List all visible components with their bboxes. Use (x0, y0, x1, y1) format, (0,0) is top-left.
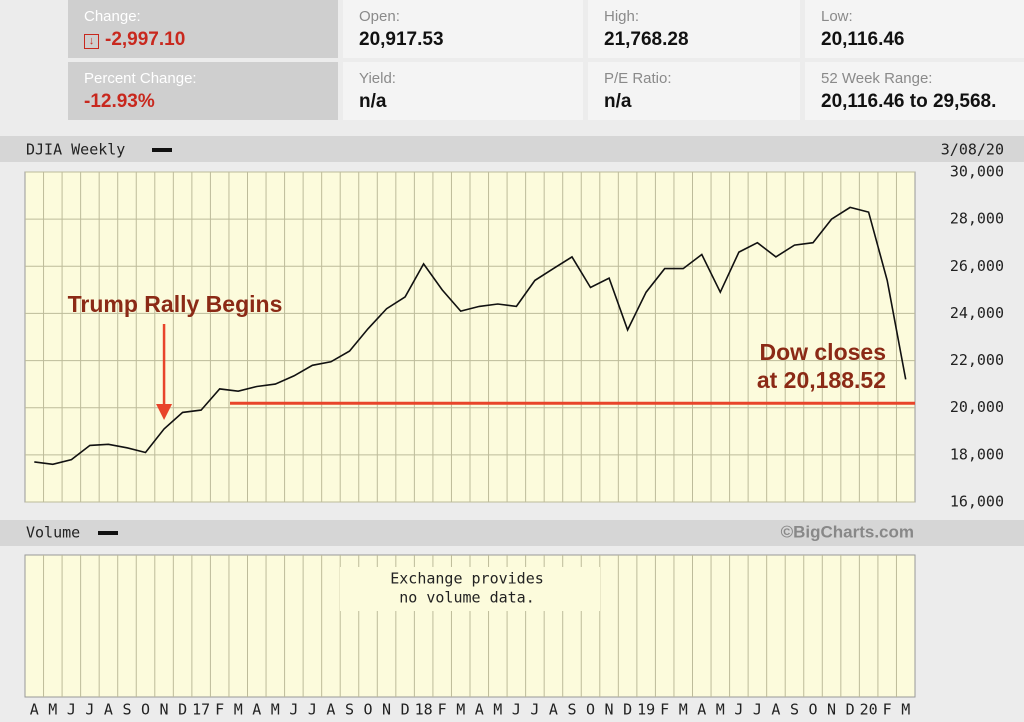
x-tick-label: S (790, 701, 799, 719)
x-tick-label: M (716, 701, 725, 719)
stat-cell: Low: 20,116.46 (805, 0, 1024, 58)
stat-value: ↓ -2,997.10 (84, 29, 338, 51)
x-tick-label: O (364, 701, 373, 719)
message-bg (340, 567, 600, 611)
x-tick-label: S (345, 701, 354, 719)
x-tick-label: A (104, 701, 113, 719)
x-tick-label: O (586, 701, 595, 719)
volume-bar (0, 520, 1024, 546)
x-tick-label: A (252, 701, 261, 719)
stat-cell: P/E Ratio: n/a (588, 62, 800, 120)
x-tick-label: J (734, 701, 743, 719)
stat-value: 20,116.46 (821, 29, 905, 50)
x-tick-label: F (215, 701, 224, 719)
stat-label: Low: (821, 8, 853, 25)
y-tick-label: 30,000 (950, 163, 1004, 181)
volume-title: Volume (26, 524, 80, 542)
x-tick-label: A (475, 701, 484, 719)
volume-message: Exchange provides (390, 570, 544, 588)
x-tick-label: J (85, 701, 94, 719)
x-tick-label: M (901, 701, 910, 719)
stat-label: Percent Change: (84, 70, 197, 87)
x-tick-label: D (623, 701, 632, 719)
chart-date: 3/08/20 (941, 141, 1004, 159)
y-tick-label: 18,000 (950, 445, 1004, 463)
stat-label: Open: (359, 8, 400, 25)
stat-label: 52 Week Range: (821, 70, 933, 87)
x-tick-label: A (30, 701, 39, 719)
x-tick-label: M (48, 701, 57, 719)
x-tick-label: N (605, 701, 614, 719)
x-tick-label: J (308, 701, 317, 719)
x-tick-label: M (456, 701, 465, 719)
stat-label: P/E Ratio: (604, 70, 672, 87)
stat-cell: Percent Change: -12.93% (68, 62, 338, 120)
x-tick-label: 20 (860, 701, 878, 719)
x-tick-label: 18 (415, 701, 433, 719)
stat-cell: Yield: n/a (343, 62, 583, 120)
stat-cell: Open: 20,917.53 (343, 0, 583, 58)
x-tick-label: D (401, 701, 410, 719)
x-tick-label: N (827, 701, 836, 719)
x-tick-label: O (141, 701, 150, 719)
stat-value-text: -2,997.10 (105, 29, 186, 50)
stat-value: 20,116.46 to 29,568. (821, 91, 997, 112)
x-tick-label: A (771, 701, 780, 719)
x-tick-label: M (271, 701, 280, 719)
grid (25, 171, 915, 697)
x-tick-label: N (160, 701, 169, 719)
y-tick-label: 22,000 (950, 351, 1004, 369)
stat-value: n/a (359, 91, 387, 112)
x-tick-label: F (660, 701, 669, 719)
x-tick-label: D (178, 701, 187, 719)
x-tick-label: J (67, 701, 76, 719)
annotation: Trump Rally Begins (68, 291, 283, 317)
stat-cell: 52 Week Range: 20,116.46 to 29,568. (805, 62, 1024, 120)
stat-value: n/a (604, 91, 632, 112)
x-tick-label: F (438, 701, 447, 719)
y-tick-label: 26,000 (950, 257, 1004, 275)
y-tick-label: 20,000 (950, 398, 1004, 416)
y-tick-label: 24,000 (950, 304, 1004, 322)
x-tick-label: M (493, 701, 502, 719)
x-tick-label: 19 (637, 701, 655, 719)
menu-dash (152, 148, 172, 152)
x-tick-label: F (883, 701, 892, 719)
x-tick-label: J (512, 701, 521, 719)
x-tick-label: S (567, 701, 576, 719)
annotation: Dow closes (759, 339, 886, 365)
stat-value: 20,917.53 (359, 29, 444, 50)
x-tick-label: A (549, 701, 558, 719)
price-line (34, 206, 907, 466)
x-tick-label: 17 (192, 701, 210, 719)
x-tick-label: M (234, 701, 243, 719)
stat-label: Yield: (359, 70, 396, 87)
stat-label: Change: (84, 8, 141, 25)
stat-label: High: (604, 8, 640, 25)
menu-dash (98, 531, 118, 535)
x-tick-label: J (289, 701, 298, 719)
x-tick-label: D (846, 701, 855, 719)
x-tick-label: M (679, 701, 688, 719)
stat-cell: Change: ↓ -2,997.10 (68, 0, 338, 58)
x-tick-label: A (697, 701, 706, 719)
credit: ©BigCharts.com (781, 522, 914, 541)
stat-value: 21,768.28 (604, 29, 689, 50)
x-tick-label: A (326, 701, 335, 719)
volume-message: no volume data. (399, 589, 534, 607)
x-tick-label: N (382, 701, 391, 719)
y-tick-label: 28,000 (950, 210, 1004, 228)
x-tick-label: J (753, 701, 762, 719)
x-tick-label: S (122, 701, 131, 719)
chart-title: DJIA Weekly (26, 141, 125, 159)
annotation: at 20,188.52 (757, 367, 886, 393)
x-tick-label: J (530, 701, 539, 719)
annotation-arrowhead (156, 404, 173, 420)
x-tick-label: O (809, 701, 818, 719)
chart: DJIA Weekly 3/08/20 Volume ©BigCharts.co… (0, 136, 1024, 719)
stat-value: -12.93% (84, 91, 155, 112)
stat-cell: High: 21,768.28 (588, 0, 800, 58)
y-tick-label: 16,000 (950, 493, 1004, 511)
